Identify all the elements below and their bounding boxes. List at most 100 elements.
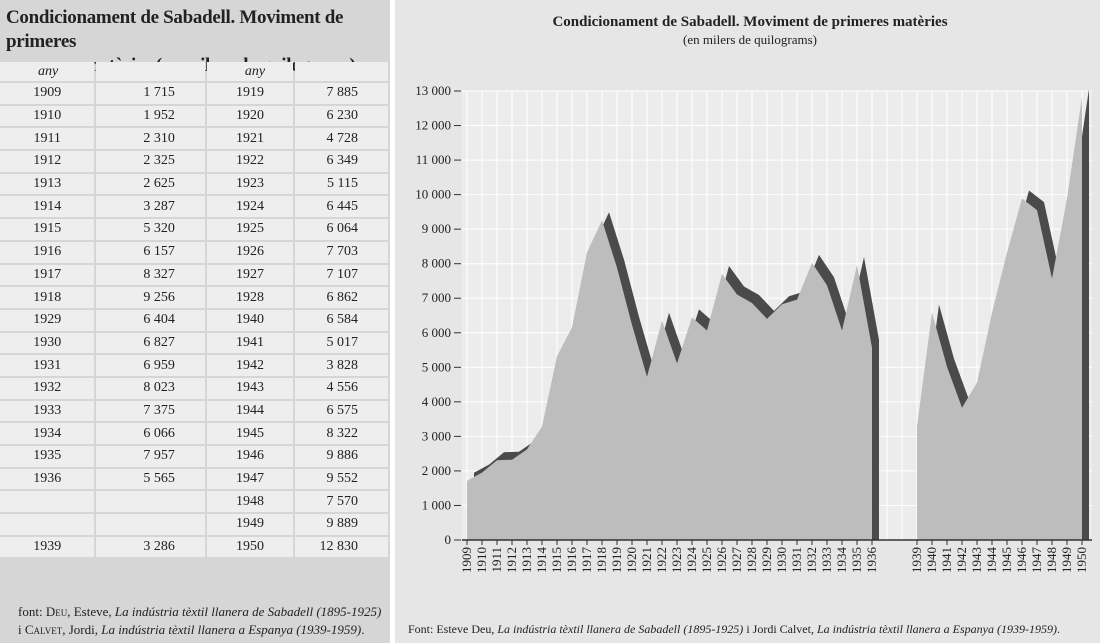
x-tick-label: 1926 [714,547,729,574]
y-tick-label: 0 [445,532,452,547]
table-cell: 6 349 [295,151,388,172]
y-tick-label: 7 000 [422,290,451,305]
table-row: 1912 2 325 1922 6 349 [0,151,388,172]
table-row: 1917 8 327 1927 7 107 [0,264,388,286]
table-cell: 1917 [0,264,95,286]
table-cell: 1944 [206,400,293,422]
table-cell: 1941 [206,332,293,354]
x-tick-label: 1936 [864,547,879,574]
source-text: i [18,622,25,637]
table-cell: 3 828 [295,355,388,376]
x-tick-label: 1942 [954,547,969,573]
y-tick-label: 10 000 [415,187,451,202]
x-tick-label: 1943 [969,547,984,573]
source-text: . [1056,622,1060,636]
table-cell: 4 728 [295,128,388,150]
x-tick-label: 1933 [819,547,834,573]
table-row: 1913 2 625 1923 5 115 [0,173,388,195]
table-row: any any [0,62,388,81]
chart-subtitle: (en milers de quilograms) [683,32,817,47]
x-tick-label: 1923 [669,547,684,573]
x-tick-label: 1932 [804,547,819,573]
table-cell: 6 064 [295,219,388,240]
table-row: 1930 6 827 1941 5 017 [0,332,388,354]
x-tick-label: 1914 [534,547,549,574]
header-cell [295,62,388,81]
source-title: La indústria tèxtil llanera de Sabadell … [497,622,744,636]
table-panel: Condicionament de Sabadell. Moviment de … [0,0,390,643]
table-row: 1936 5 565 1947 9 552 [0,468,388,490]
table-cell: 1939 [0,536,95,558]
table-cell: 1942 [206,355,293,376]
source-title: La indústria tèxtil llanera a Espanya (1… [816,622,1057,636]
source-text: , Esteve, [67,604,115,619]
table-row: 1931 6 959 1942 3 828 [0,355,388,376]
table-cell: 1 952 [96,105,205,127]
x-tick-label: 1946 [1014,547,1029,574]
y-tick-label: 8 000 [422,256,451,271]
table-cell: 6 575 [295,400,388,422]
table-cell: 6 230 [295,105,388,127]
table-cell: 1946 [206,446,293,467]
x-tick-label: 1944 [984,547,999,574]
table-cell [96,491,205,513]
table-cell: 1922 [206,151,293,172]
x-tick-label: 1935 [849,547,864,573]
table-cell: 9 889 [295,514,388,535]
table-cell: 7 703 [295,241,388,263]
table-cell: 8 327 [96,264,205,286]
table-cell: 1948 [206,491,293,513]
table-row: 1909 1 715 1919 7 885 [0,83,388,104]
table-cell: 1934 [0,423,95,444]
table-row: 1949 9 889 [0,514,388,535]
table-cell: 1947 [206,468,293,490]
y-tick-label: 11 000 [416,152,451,167]
table-cell: 1926 [206,241,293,263]
y-tick-label: 2 000 [422,463,451,478]
table-cell: 1932 [0,377,95,399]
x-tick-label: 1928 [744,547,759,573]
table-cell: 6 862 [295,287,388,308]
x-tick-label: 1947 [1029,547,1044,574]
x-tick-label: 1925 [699,547,714,573]
table-cell: 1909 [0,83,95,104]
table-cell: 12 830 [295,536,388,558]
table-cell: 6 404 [96,309,205,331]
table-row: 1933 7 375 1944 6 575 [0,400,388,422]
x-tick-label: 1927 [729,547,744,574]
table-cell: 6 959 [96,355,205,376]
table-cell: 1924 [206,196,293,218]
table-cell: 2 310 [96,128,205,150]
title-line: Condicionament de Sabadell. Moviment de … [6,7,344,52]
table-cell: 1927 [206,264,293,286]
table-cell [96,514,205,535]
y-tick-label: 9 000 [422,221,451,236]
table-cell: 8 322 [295,423,388,444]
table-row: 1910 1 952 1920 6 230 [0,105,388,127]
table-cell: 7 375 [96,400,205,422]
source-text: font: [18,604,46,619]
x-tick-label: 1930 [774,547,789,573]
table-cell: 9 886 [295,446,388,467]
x-tick-label: 1920 [624,547,639,573]
x-tick-label: 1948 [1044,547,1059,573]
source-title: La indústria tèxtil llanera de Sabadell … [114,604,382,619]
table-cell: 1921 [206,128,293,150]
table-cell: 1945 [206,423,293,444]
header-cell: any [0,62,95,81]
table-cell: 4 556 [295,377,388,399]
x-tick-label: 1940 [924,547,939,573]
table-row: 1911 2 310 1921 4 728 [0,128,388,150]
table-cell: 1912 [0,151,95,172]
x-tick-label: 1924 [684,547,699,574]
table-cell: 1915 [0,219,95,240]
table-cell: 1918 [0,287,95,308]
table-cell: 6 157 [96,241,205,263]
table-cell: 1920 [206,105,293,127]
x-tick-label: 1929 [759,547,774,573]
x-tick-label: 1922 [654,547,669,573]
chart-source: Font: Esteve Deu, La indústria tèxtil ll… [408,622,1060,637]
table-cell: 1930 [0,332,95,354]
table-cell: 1911 [0,128,95,150]
